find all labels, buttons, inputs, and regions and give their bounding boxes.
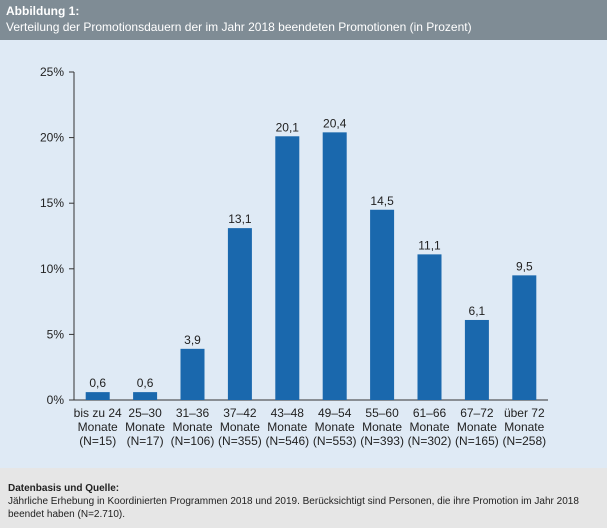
y-tick-label: 0% [47,393,65,407]
x-tick-label: 37–42 [223,406,257,420]
source-title: Datenbasis und Quelle: [8,483,120,494]
bar-value-label: 20,1 [276,120,300,134]
x-tick-label: Monate [78,420,118,434]
x-tick-label: Monate [457,420,497,434]
x-tick-label: (N=15) [79,434,116,448]
bar [512,275,537,400]
x-tick-label: 61–66 [413,406,447,420]
bar [275,136,300,400]
x-tick-label: (N=165) [455,434,499,448]
x-tick-label: (N=17) [127,434,164,448]
x-tick-label: (N=553) [313,434,357,448]
x-tick-label: bis zu 24 [74,406,122,420]
bar-value-label: 11,1 [418,238,441,252]
bar [133,392,158,400]
x-tick-label: Monate [315,420,355,434]
x-tick-label: Monate [362,420,402,434]
x-tick-label: über 72 [504,406,545,420]
x-tick-label: Monate [172,420,212,434]
bar-value-label: 0,6 [89,376,106,390]
x-tick-label: 55–60 [365,406,399,420]
x-tick-label: (N=106) [171,434,215,448]
bar [417,254,442,400]
x-tick-label: (N=355) [218,434,262,448]
bar [180,348,205,400]
bar-value-label: 20,4 [323,116,347,130]
x-tick-label: (N=393) [360,434,404,448]
x-tick-label: 67–72 [460,406,494,420]
x-tick-label: Monate [220,420,260,434]
x-tick-label: 43–48 [271,406,305,420]
figure-title: Abbildung 1: [6,4,80,18]
bar-value-label: 0,6 [137,376,154,390]
bar-value-label: 9,5 [516,259,533,273]
bar [85,392,110,400]
bar-value-label: 14,5 [370,194,394,208]
source-note: Datenbasis und Quelle: Jährliche Erhebun… [0,468,607,528]
bar-value-label: 6,1 [469,304,486,318]
y-tick-label: 5% [47,327,65,341]
x-tick-label: Monate [267,420,307,434]
bar-value-label: 13,1 [228,212,252,226]
x-tick-label: (N=258) [502,434,546,448]
x-tick-label: Monate [504,420,544,434]
source-text: Jährliche Erhebung in Koordinierten Prog… [8,496,579,520]
x-tick-label: 31–36 [176,406,210,420]
bar [227,228,252,400]
y-tick-label: 25% [40,65,64,79]
y-tick-label: 15% [40,196,64,210]
y-tick-label: 10% [40,262,64,276]
chart-area: 0% 5% 10% 15% 20% 25% 0,6 bis zu 24 Monate (N=15)… [0,40,607,468]
figure-header: Abbildung 1: Verteilung der Promotionsda… [0,0,607,40]
x-tick-label: (N=302) [408,434,452,448]
bar [370,209,395,400]
x-tick-label: Monate [409,420,449,434]
figure-subtitle: Verteilung der Promotionsdauern der im J… [6,20,472,34]
bar [322,132,347,400]
bar-value-label: 3,9 [184,333,201,347]
x-tick-label: 49–54 [318,406,352,420]
x-tick-label: (N=546) [265,434,309,448]
x-tick-label: 25–30 [128,406,162,420]
bar [464,319,489,400]
y-tick-label: 20% [40,131,64,145]
x-tick-label: Monate [125,420,165,434]
